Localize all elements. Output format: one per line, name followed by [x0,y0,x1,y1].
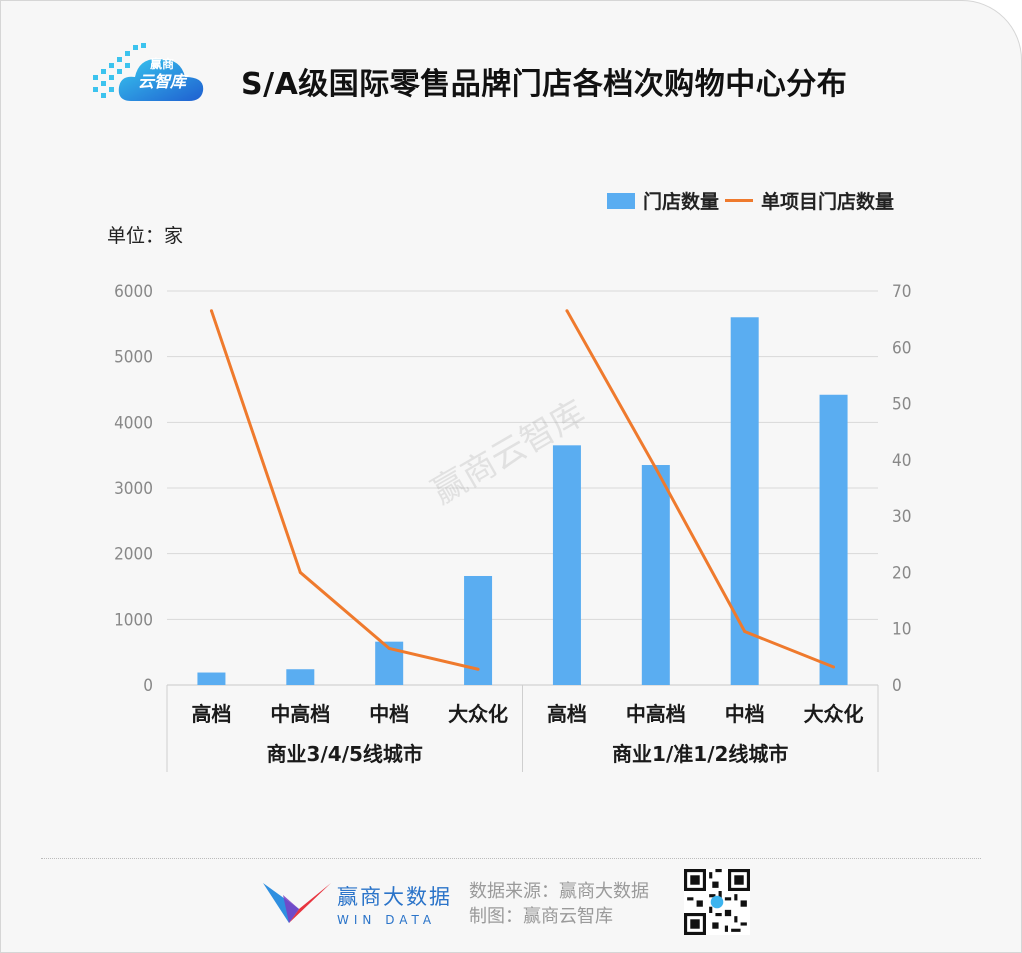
legend-bar-swatch [607,192,635,209]
line-point [832,665,836,669]
bar [641,465,670,685]
line-point [565,309,569,313]
bar [552,445,581,685]
legend-line-label: 单项目门店数量 [761,191,895,213]
y-right-tick-label: 30 [892,507,911,527]
combo-chart: 0 1000 2000 3000 4000 5000 6000 0 10 20 30 40 50 60 7… [114,282,911,772]
source-line: 数据来源：赢商大数据 [469,881,649,902]
y-left-tick-label: 6000 [114,282,153,302]
legend-bar-label: 门店数量 [643,191,720,213]
bar [286,669,315,685]
x-category-label: 大众化 [448,702,508,726]
y-left-tick-label: 0 [143,676,153,696]
windata-logo-icon [263,883,331,923]
x-category-label: 高档 [547,702,587,726]
line-point [298,570,302,574]
footer-divider [41,858,981,859]
y-right-tick-label: 70 [892,282,911,302]
x-category-label: 中档 [369,702,409,726]
page-title: S/A级国际零售品牌门店各档次购物中心分布 [241,67,848,102]
legend: 门店数量 单项目门店数量 [607,187,894,214]
y-left-tick-label: 3000 [114,479,153,499]
line-point [654,466,658,470]
y-right-tick-label: 10 [892,620,911,640]
line-point [743,630,747,634]
x-category-label: 高档 [191,702,231,726]
brand-sub: WIN DATA [337,913,437,927]
y-right-tick-label: 50 [892,395,911,415]
x-category-label: 中高档 [626,702,686,726]
series-line-group-2 [565,309,835,669]
x-category-label: 中档 [725,702,765,726]
x-group-label: 商业3/4/5线城市 [267,742,423,766]
y-left-tick-label: 1000 [114,610,153,630]
bar [197,672,226,685]
bar [819,394,848,685]
line-point [476,667,480,671]
footer-brand: 赢商大数据 WIN DATA [337,881,452,927]
source-text: 数据来源：赢商大数据 制图：赢商云智库 [469,879,649,929]
brand-name: 赢商大数据 [337,885,452,909]
cloud-logo-icon [93,43,204,101]
y-left-tick-label: 5000 [114,348,153,368]
logo-text: 赢商 云智库 [127,56,197,90]
logo-line-1: 赢商 [149,57,174,71]
x-group-label: 商业1/准1/2线城市 [612,742,788,766]
y-right-tick-label: 20 [892,563,911,583]
bar [730,317,759,685]
series-line-group-1 [210,310,479,671]
y-right-tick-label: 0 [892,676,902,696]
legend-line-swatch [725,199,754,202]
y-right-tick-label: 40 [892,451,911,471]
made-by-line: 制图：赢商云智库 [469,906,613,927]
qr-code-icon [684,869,750,935]
y-left-tick-label: 4000 [114,413,153,433]
logo-line-2: 云智库 [137,72,186,91]
line-point [209,309,213,313]
x-category-label: 大众化 [804,702,864,726]
unit-label: 单位：家 [107,225,184,247]
line-point [387,646,391,650]
y-right-tick-label: 60 [892,338,911,358]
y-left-tick-label: 2000 [114,545,153,565]
x-category-label: 中高档 [270,702,330,726]
